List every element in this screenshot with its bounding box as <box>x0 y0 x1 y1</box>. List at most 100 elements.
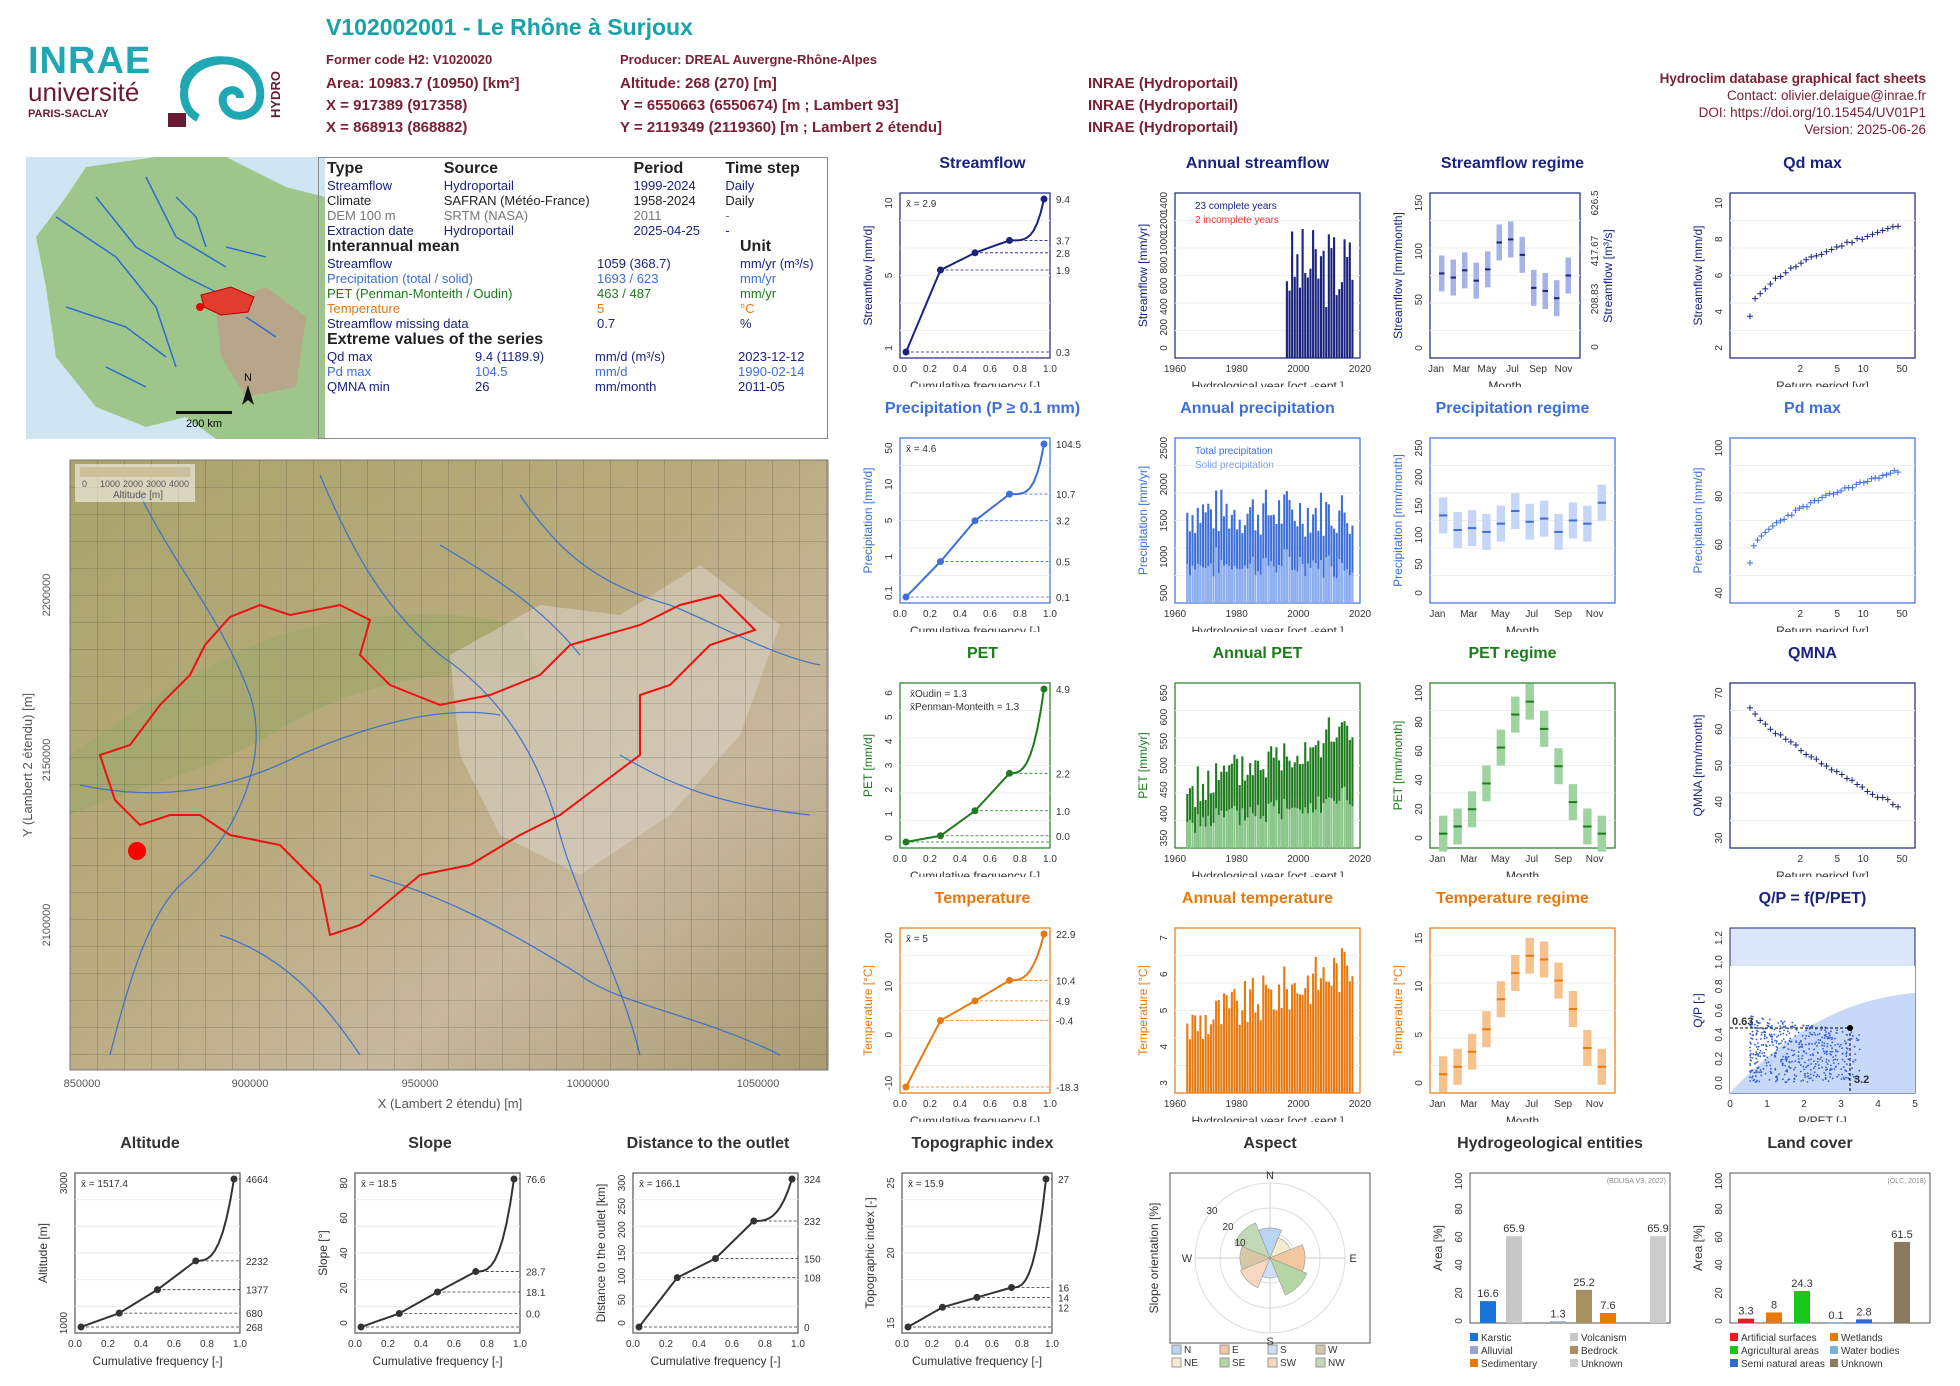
qp-point <box>1776 1047 1779 1049</box>
qp-point <box>1760 1038 1762 1040</box>
quantile-point <box>971 997 979 1005</box>
annual-bar <box>1243 780 1247 848</box>
qp-point <box>1845 1052 1848 1055</box>
rp-point <box>1822 492 1829 499</box>
qp-point <box>1825 1031 1827 1033</box>
qp-point <box>1765 1064 1768 1067</box>
qp-point <box>1833 1068 1836 1070</box>
qp-point <box>1770 1053 1773 1056</box>
legend-label: Artificial surfaces <box>1741 1333 1817 1344</box>
annual-bar <box>1249 989 1252 1093</box>
x-tick-label: 50 <box>1896 609 1908 620</box>
rp-point <box>1796 505 1803 512</box>
annual_streamflow-chart: Annual streamflow Hydrological year [oct.… <box>1135 155 1380 387</box>
annual-bar-secondary <box>1340 562 1343 603</box>
quantile-point <box>937 266 944 274</box>
qp-point <box>1749 1041 1752 1044</box>
qp-point <box>1836 1050 1839 1053</box>
annual-bar-secondary <box>1249 807 1252 848</box>
qp-point <box>1810 1033 1813 1036</box>
annual-bar <box>1338 510 1341 603</box>
qp-point <box>1813 1048 1816 1051</box>
rp-point <box>1883 471 1890 478</box>
annual-bar <box>1296 755 1299 848</box>
info-table: Type Source Period Time step Streamflow H… <box>318 157 828 439</box>
rp-point <box>1747 704 1753 711</box>
bar-value-label: 2.8 <box>1856 1306 1871 1318</box>
qp-point <box>1848 1073 1850 1075</box>
qp-point <box>1773 1028 1776 1031</box>
annual-bar <box>1264 489 1267 603</box>
right-tick-label: 626.5 <box>1590 190 1601 215</box>
legend-swatch <box>1730 1346 1738 1354</box>
cell: Pd max <box>327 364 372 379</box>
cell: Qd max <box>327 349 373 364</box>
mean-label: x̄ = 15.9 <box>908 1179 944 1190</box>
annual-bar <box>1288 500 1291 603</box>
rp-point <box>1752 711 1759 718</box>
right-tick-label: 16 <box>1058 1284 1070 1295</box>
qp-point <box>1771 1025 1773 1027</box>
x-tick-label: 0.4 <box>953 364 967 375</box>
x-tick-label: 10 <box>1858 609 1870 620</box>
chart-title: Altitude <box>120 1135 180 1152</box>
annual-bar <box>1222 993 1226 1093</box>
annual-bar <box>1298 287 1302 358</box>
qp-point <box>1757 1054 1760 1057</box>
qp-point <box>1812 1054 1815 1057</box>
quantile-point <box>750 1217 758 1225</box>
qp-point <box>1764 1058 1767 1061</box>
qp-point <box>1811 1025 1814 1027</box>
annual-bar-secondary <box>1201 817 1205 848</box>
x-tick-label: 10 <box>1858 854 1870 865</box>
rp-point <box>1769 523 1776 530</box>
qp-point <box>1767 1061 1770 1064</box>
x-tick-label: 2000 <box>1287 1099 1310 1110</box>
legend-swatch <box>1315 1357 1326 1368</box>
annual-bar-secondary <box>1217 573 1220 603</box>
cell: 1990-02-14 <box>738 364 805 379</box>
qp-point <box>1854 1058 1857 1061</box>
qp-point <box>1838 1073 1840 1076</box>
qp-point <box>1760 1033 1763 1036</box>
qp-point <box>1835 1032 1838 1034</box>
qp-point <box>1749 1046 1751 1049</box>
x-tick-label: Jan <box>1429 854 1445 865</box>
rp-point <box>1864 233 1871 240</box>
qp-point <box>1808 1027 1811 1030</box>
x-tick-label: Nov <box>1586 1099 1604 1110</box>
precipitation_regime-svg: Month Precipitation [mm/month] Jan Mar May Ju… <box>1391 437 1616 632</box>
annual-bar <box>1212 528 1215 603</box>
annual-bar <box>1325 307 1328 358</box>
logo-hydro-text: HYDRO <box>268 71 283 118</box>
qp-point <box>1832 1062 1835 1064</box>
annual-bar <box>1288 290 1291 358</box>
annual-bar <box>1272 757 1275 848</box>
annual-bar-secondary <box>1327 797 1330 848</box>
annual-bar <box>1209 793 1212 848</box>
qp-point <box>1751 1034 1754 1036</box>
annual-bar-secondary <box>1241 568 1244 603</box>
y-tick-label: 20 <box>1414 803 1425 815</box>
mean-label: x̄Penman-Monteith = 1.3 <box>910 702 1020 713</box>
cell: Precipitation (total / solid) <box>327 271 473 286</box>
rp-point <box>1823 248 1830 255</box>
qp-point <box>1780 1042 1782 1045</box>
qp-point <box>1751 1075 1754 1078</box>
qp-point <box>1778 1073 1780 1076</box>
bar-value-label: 65.9 <box>1503 1223 1524 1235</box>
x-tick-label: Nov <box>1586 854 1604 865</box>
legend-label: Agricultural areas <box>1741 1346 1819 1357</box>
x-tick-label: 0.6 <box>167 1339 181 1350</box>
qp-point <box>1775 1042 1778 1044</box>
quantile-point <box>1040 685 1048 693</box>
temperature-chart: Temperature Cumulative frequency [-] Tempe… <box>860 890 1105 1122</box>
qp-point <box>1845 1070 1848 1073</box>
qp-point <box>1750 1019 1752 1022</box>
aspect-chart: Aspect N E S W 10 20 30 Slope orientation [%] N E S… <box>1140 1135 1400 1370</box>
qp-point <box>1802 1024 1805 1027</box>
annual-bar <box>1259 770 1262 848</box>
hydro-logo: HYDRO <box>168 56 283 127</box>
rp-point <box>1819 494 1826 501</box>
annual-bar <box>1201 1039 1205 1093</box>
